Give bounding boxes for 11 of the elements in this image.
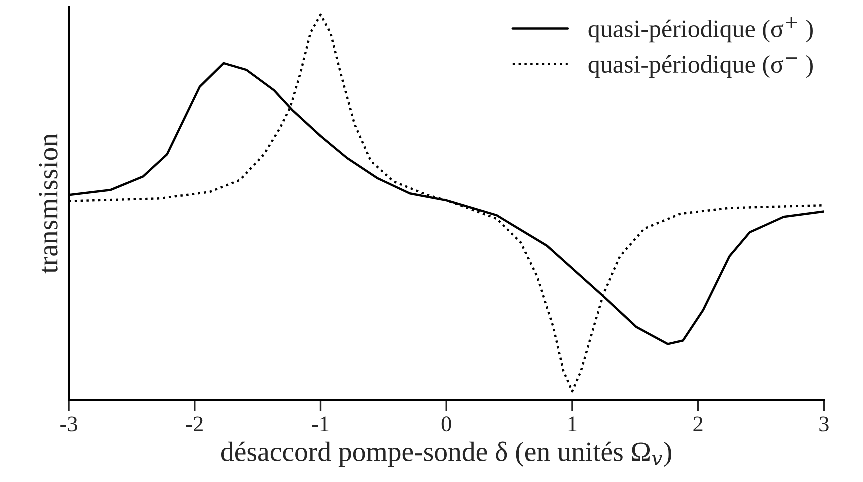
x-tick-label: 0 [442,416,452,432]
x-tick-label: -1 [312,416,329,432]
x-tick-label: 2 [694,416,703,432]
legend-label: quasi-périodique (σ$^{−}$ ) [588,55,813,78]
x-tick-label: 1 [568,416,577,432]
y-axis-title: transmission [39,134,58,274]
x-tick-label: -2 [186,416,203,432]
x-tick-label: -3 [60,416,78,432]
legend-label: quasi-périodique (σ$^{+}$ ) [588,17,813,43]
x-axis-title: désaccord pompe-sonde δ (en unités Ω$_{v}$) [221,442,672,468]
x-tick-label: 3 [820,416,829,432]
